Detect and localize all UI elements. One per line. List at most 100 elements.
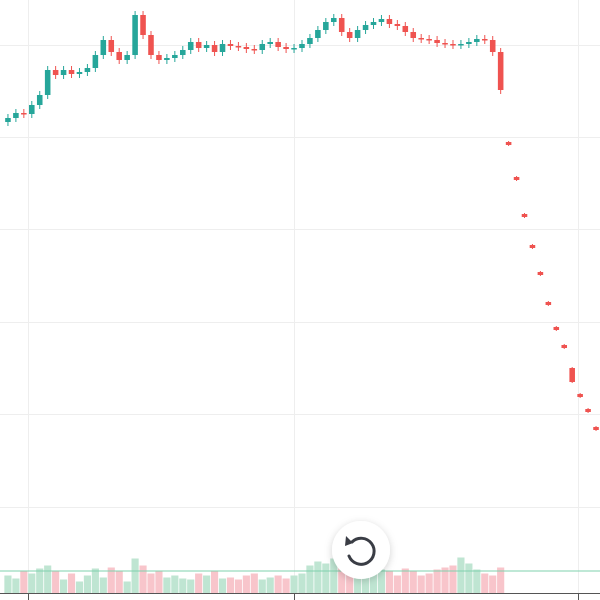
candle-body [521, 214, 528, 217]
candle-body [60, 70, 67, 75]
volume-bar [60, 579, 68, 594]
volume-bar [115, 571, 123, 594]
volume-bar [401, 568, 409, 594]
volume-bar [107, 567, 115, 594]
volume-bar [218, 578, 227, 594]
candle-body [84, 68, 91, 72]
volume-bar [465, 563, 473, 594]
volume-bar [67, 573, 76, 594]
candle-body [585, 409, 591, 412]
candle-body [275, 42, 281, 47]
volume-bar [473, 569, 481, 594]
candle-body [36, 95, 43, 105]
candle-body [553, 327, 560, 330]
volume-bar [369, 573, 378, 594]
volume-bar [210, 571, 219, 594]
candle-body [172, 55, 178, 58]
candle-body [243, 47, 250, 49]
candle-body [450, 44, 456, 46]
candle-body [307, 38, 313, 44]
volume-bar [306, 565, 314, 594]
candle-body [458, 44, 464, 46]
candle-body [5, 118, 11, 122]
volume-bar [258, 579, 266, 594]
reset-icon-arrow[interactable] [345, 536, 353, 546]
reset-icon[interactable] [347, 536, 376, 566]
candle-body [410, 32, 417, 38]
volume-bar [393, 575, 401, 594]
volume-bar [274, 575, 282, 594]
candle-body [505, 142, 512, 145]
candle-body [386, 19, 393, 24]
candle-body [283, 47, 289, 49]
volume-bar [266, 577, 274, 594]
candle-body [489, 40, 496, 52]
volume-bar [361, 575, 370, 594]
reset-button-bg[interactable] [332, 521, 390, 579]
candle-body [116, 52, 122, 60]
candle-body [187, 42, 194, 50]
volume-bar [346, 568, 354, 594]
candle-body [108, 40, 115, 52]
candle-body [180, 50, 186, 55]
volume-bar [99, 577, 107, 594]
volume-bar [36, 568, 44, 594]
volume-bar [203, 575, 211, 594]
volume-bar [449, 565, 457, 594]
volume-bar [75, 581, 84, 594]
candle-body [466, 42, 472, 44]
volume-bar [226, 577, 235, 594]
volume-bar [290, 575, 298, 594]
volume-bar [457, 557, 465, 594]
candle-body [593, 427, 599, 430]
candle-body [378, 19, 385, 22]
volume-bar [234, 579, 242, 594]
volume-bar [409, 571, 417, 594]
candle-body [52, 70, 59, 75]
candle-body [44, 70, 51, 95]
candle-body [29, 105, 35, 114]
volume-bar [250, 573, 258, 594]
candle-body [442, 43, 448, 45]
volume-bar [298, 573, 306, 594]
candle-body [402, 26, 409, 32]
candle-body [156, 55, 162, 60]
candle-body [529, 245, 536, 248]
candle-body [497, 52, 504, 90]
volume-bar [322, 563, 330, 594]
candle-body [426, 39, 432, 41]
volume-bar [441, 567, 449, 594]
reset-button[interactable] [332, 521, 390, 579]
candle-body [537, 272, 544, 275]
candle-body [124, 55, 130, 60]
candle-body [68, 70, 75, 74]
candle-body [291, 48, 297, 50]
volume-pane [4, 557, 505, 594]
volume-bar [187, 579, 195, 594]
candle-body [13, 113, 19, 118]
candle-body [251, 49, 258, 51]
candle-body [346, 32, 353, 38]
volume-bar [4, 575, 12, 594]
candle-body [481, 39, 488, 41]
candle-body [203, 45, 210, 48]
volume-bar [417, 575, 425, 594]
volume-bar [338, 563, 346, 594]
volume-bar [155, 571, 163, 594]
candle-body [235, 46, 242, 48]
candle-body [323, 22, 329, 30]
volume-bar [83, 575, 91, 594]
candle-body [418, 38, 424, 40]
candle-body [164, 58, 170, 60]
volume-bar [52, 571, 60, 594]
candle-body [338, 18, 345, 32]
candle-body [545, 302, 552, 305]
candle-body [569, 368, 575, 382]
volume-bar [20, 571, 28, 594]
volume-bar [195, 573, 203, 594]
volume-bar [497, 567, 505, 594]
volume-bar [131, 558, 139, 594]
volume-bar [91, 568, 99, 594]
candle-body [434, 40, 440, 43]
